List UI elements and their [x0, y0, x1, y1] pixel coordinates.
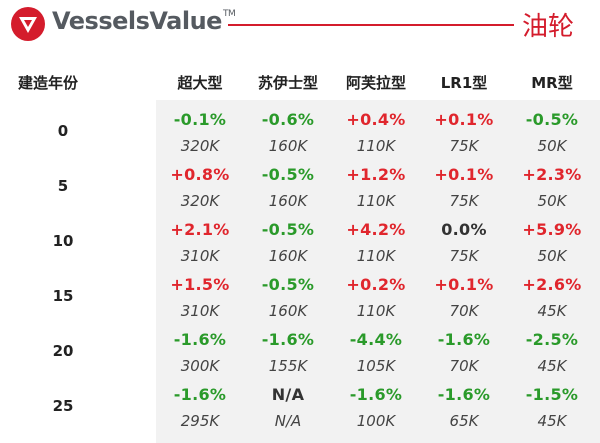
price-change-cell: +1.5%: [170, 275, 230, 294]
charter-value-cell: 100K: [356, 412, 396, 430]
charter-value-cell: 45K: [537, 302, 567, 320]
charter-value-cell: 45K: [537, 412, 567, 430]
values-panel: [156, 100, 600, 443]
charter-value-cell: 110K: [356, 302, 396, 320]
price-change-cell: -1.6%: [437, 330, 491, 349]
price-change-cell: -0.5%: [525, 110, 579, 129]
price-change-cell: +0.1%: [434, 275, 494, 294]
price-change-cell: -0.5%: [261, 275, 315, 294]
charter-value-cell: 160K: [268, 247, 308, 265]
column-header-suezmax: 苏伊士型: [257, 74, 318, 92]
charter-value-cell: 160K: [268, 302, 308, 320]
charter-value-cell: N/A: [274, 412, 302, 430]
charter-value-cell: 50K: [537, 192, 567, 210]
charter-value-cell: 65K: [449, 412, 479, 430]
year-column-header: 建造年份: [18, 74, 79, 92]
column-header-lr1: LR1型: [440, 74, 488, 92]
price-change-cell: -1.6%: [173, 330, 227, 349]
price-change-cell: -1.6%: [437, 385, 491, 404]
price-change-cell: +0.2%: [346, 275, 406, 294]
charter-value-cell: 160K: [268, 192, 308, 210]
charter-value-cell: 320K: [180, 192, 220, 210]
charter-value-cell: 110K: [356, 192, 396, 210]
charter-value-cell: 320K: [180, 137, 220, 155]
price-change-cell: -1.6%: [173, 385, 227, 404]
charter-value-cell: 105K: [356, 357, 396, 375]
build-year-label: 0: [57, 122, 69, 140]
charter-value-cell: 75K: [449, 137, 479, 155]
build-year-label: 10: [52, 232, 74, 250]
price-change-cell: +2.1%: [170, 220, 230, 239]
price-change-cell: -0.5%: [261, 220, 315, 239]
charter-value-cell: 75K: [449, 192, 479, 210]
price-change-cell: -0.1%: [173, 110, 227, 129]
charter-value-cell: 70K: [449, 302, 479, 320]
column-header-mr: MR型: [531, 74, 573, 92]
charter-value-cell: 155K: [268, 357, 308, 375]
charter-value-cell: 70K: [449, 357, 479, 375]
price-change-cell: +2.3%: [522, 165, 582, 184]
price-change-cell: +0.8%: [170, 165, 230, 184]
price-change-cell: +4.2%: [346, 220, 406, 239]
charter-value-cell: 75K: [449, 247, 479, 265]
price-change-cell: +2.6%: [522, 275, 582, 294]
price-change-cell: -1.6%: [261, 330, 315, 349]
price-change-cell: 0.0%: [441, 220, 487, 239]
charter-value-cell: 50K: [537, 137, 567, 155]
price-change-cell: -1.6%: [349, 385, 403, 404]
build-year-label: 5: [57, 177, 69, 195]
charter-value-cell: 45K: [537, 357, 567, 375]
price-change-cell: -0.6%: [261, 110, 315, 129]
column-header-vlcc: 超大型: [177, 74, 223, 92]
build-year-label: 20: [52, 342, 74, 360]
price-change-cell: +0.4%: [346, 110, 406, 129]
price-change-cell: -4.4%: [349, 330, 403, 349]
charter-value-cell: 50K: [537, 247, 567, 265]
header-rule: [228, 24, 514, 26]
charter-value-cell: 310K: [180, 302, 220, 320]
price-change-cell: -1.5%: [525, 385, 579, 404]
price-change-cell: +0.1%: [434, 110, 494, 129]
price-change-cell: +0.1%: [434, 165, 494, 184]
section-title: 油轮: [522, 12, 575, 42]
vesselsvalue-logo-icon: [11, 7, 45, 41]
build-year-label: 25: [52, 397, 74, 415]
brand-name: VesselsValueTM: [52, 7, 236, 35]
column-header-aframax: 阿芙拉型: [345, 74, 406, 92]
build-year-label: 15: [52, 287, 74, 305]
price-change-cell: +5.9%: [522, 220, 582, 239]
price-change-cell: -0.5%: [261, 165, 315, 184]
price-change-cell: N/A: [271, 385, 305, 404]
charter-value-cell: 300K: [180, 357, 220, 375]
header: VesselsValueTM 油轮: [0, 0, 600, 50]
charter-value-cell: 110K: [356, 247, 396, 265]
charter-value-cell: 160K: [268, 137, 308, 155]
charter-value-cell: 310K: [180, 247, 220, 265]
charter-value-cell: 110K: [356, 137, 396, 155]
charter-value-cell: 295K: [180, 412, 220, 430]
price-change-cell: -2.5%: [525, 330, 579, 349]
price-change-cell: +1.2%: [346, 165, 406, 184]
